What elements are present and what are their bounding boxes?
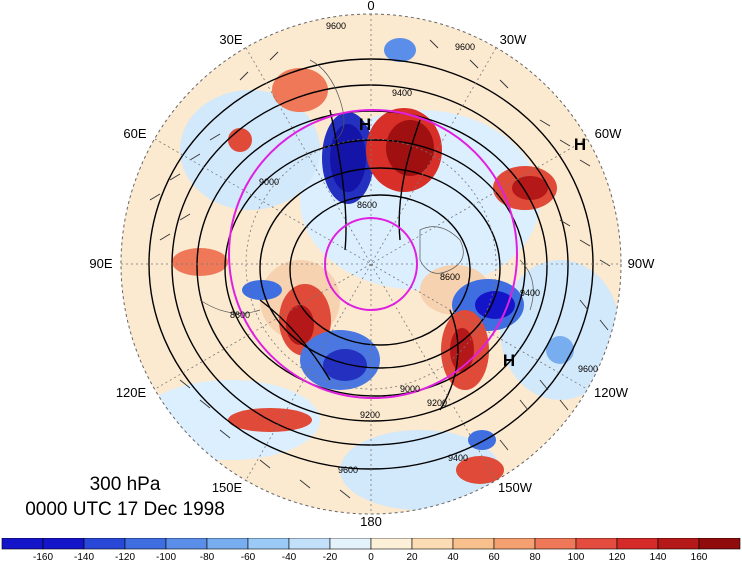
colorbar-swatch (165, 538, 208, 550)
lon-label-120w: 120W (594, 385, 629, 400)
contour-label: 9600 (578, 364, 598, 374)
colorbar-tick-label: 60 (488, 552, 500, 561)
contour-label: 9000 (400, 384, 420, 394)
lon-label-30w: 30W (500, 32, 527, 47)
colorbar-tick-label: -20 (323, 552, 338, 561)
colorbar-tick-label: 80 (529, 552, 541, 561)
contour-label: 9600 (338, 465, 358, 475)
colorbar-tick-label: 140 (650, 552, 667, 561)
polar-stereographic-map: 0 30W 60W 90W 120W 150W 180 150E 120E 90… (89, 0, 655, 529)
lon-label-60e: 60E (123, 126, 146, 141)
colorbar-swatch (329, 538, 372, 550)
anomaly-field (121, 14, 621, 514)
colorbar-tick-label: 0 (368, 552, 374, 561)
contour-label: 9400 (448, 453, 468, 463)
coastlines (199, 59, 534, 314)
colorbar-tick-label: -80 (200, 552, 215, 561)
lon-label-120e: 120E (116, 385, 147, 400)
contour-label: 9000 (259, 177, 279, 187)
colorbar-swatches (1, 538, 741, 550)
high-markers: H H H (359, 115, 586, 370)
high-marker: H (359, 115, 371, 134)
lon-label-150e: 150E (212, 480, 243, 495)
contour-label: 9200 (427, 398, 447, 408)
high-marker: H (503, 351, 515, 370)
high-marker: H (574, 135, 586, 154)
lon-label-30e: 30E (219, 32, 242, 47)
colorbar-tick-label: -40 (282, 552, 297, 561)
colorbar-swatch (698, 538, 741, 550)
colorbar-tick-label: -140 (74, 552, 94, 561)
pressure-level-caption: 300 hPa (89, 474, 161, 495)
contour-label: 9600 (455, 42, 475, 52)
colorbar-swatch (370, 538, 413, 550)
colorbar-ticks: -160 -140 -120 -100 -80 -60 -40 -20 0 20 40 60 80 100… (33, 552, 708, 561)
colorbar-tick-label: 100 (568, 552, 585, 561)
contour-label: 9600 (326, 21, 346, 31)
colorbar-swatch (124, 538, 167, 550)
lon-label-60w: 60W (595, 126, 622, 141)
colorbar-tick-label: 40 (447, 552, 459, 561)
graticule (121, 14, 621, 514)
valid-time-caption: 0000 UTC 17 Dec 1998 (25, 499, 225, 520)
colorbar-tick-label: 120 (609, 552, 626, 561)
lon-label-90w: 90W (628, 256, 655, 271)
colorbar-swatch (411, 538, 454, 550)
reference-rings (228, 109, 518, 399)
wind-barbs (149, 39, 611, 499)
colorbar-tick-label: -100 (156, 552, 176, 561)
colorbar-swatch (657, 538, 700, 550)
contour-label: 8800 (230, 310, 250, 320)
lon-label-150w: 150W (498, 480, 533, 495)
lon-label-0: 0 (367, 0, 374, 13)
lon-label-180: 180 (360, 514, 382, 529)
colorbar-swatch (575, 538, 618, 550)
contour-label: 9400 (392, 88, 412, 98)
colorbar: -160 -140 -120 -100 -80 -60 -40 -20 0 20 40 60 80 100… (1, 538, 741, 561)
colorbar-tick-label: 160 (691, 552, 708, 561)
colorbar-tick-label: 20 (406, 552, 418, 561)
colorbar-swatch (616, 538, 659, 550)
colorbar-swatch (247, 538, 290, 550)
inner-ring (324, 217, 418, 311)
contour-label: 9400 (520, 288, 540, 298)
lon-label-90e: 90E (89, 256, 112, 271)
contour-label: 8600 (357, 200, 377, 210)
map-boundary (120, 13, 622, 515)
longitude-labels: 0 30W 60W 90W 120W 150W 180 150E 120E 90… (89, 0, 655, 529)
contour-label: 8600 (440, 272, 460, 282)
colorbar-swatch (206, 538, 249, 550)
colorbar-swatch (534, 538, 577, 550)
contour-labels: 9600 9000 9600 9400 8600 8600 8800 9400 … (230, 21, 598, 475)
colorbar-swatch (452, 538, 495, 550)
colorbar-swatch (288, 538, 331, 550)
colorbar-tick-label: -120 (115, 552, 135, 561)
contour-label: 9200 (360, 410, 380, 420)
colorbar-swatch (493, 538, 536, 550)
outer-ring (228, 109, 518, 399)
colorbar-tick-label: -160 (33, 552, 53, 561)
colorbar-swatch (83, 538, 126, 550)
colorbar-swatch (42, 538, 85, 550)
colorbar-tick-label: -60 (241, 552, 256, 561)
colorbar-swatch (1, 538, 44, 550)
